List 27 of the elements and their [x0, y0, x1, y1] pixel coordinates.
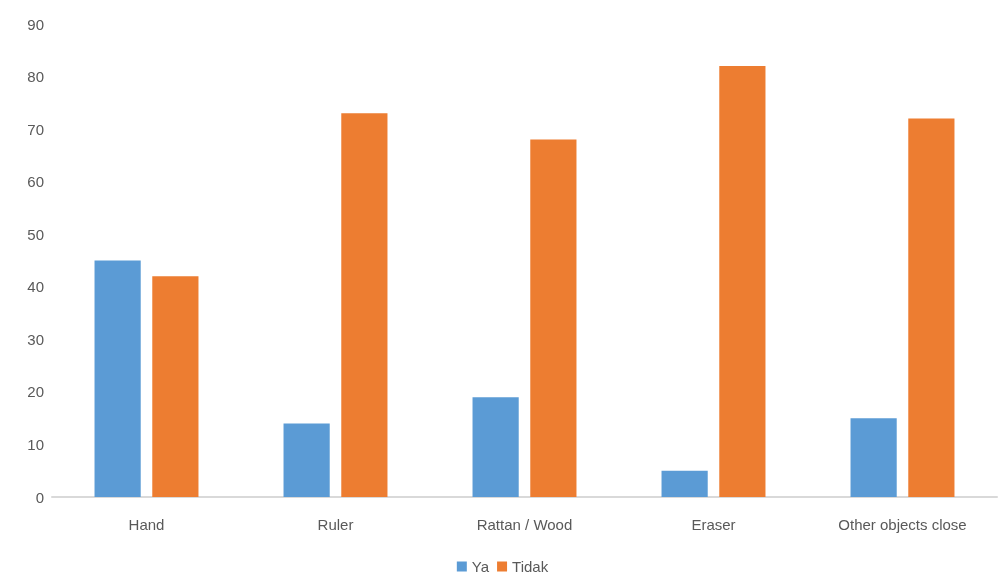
y-tick-label: 90 [27, 15, 44, 33]
y-tick-label: 0 [35, 488, 44, 506]
y-tick-label: 30 [27, 330, 44, 348]
bar [850, 418, 897, 497]
bar [719, 66, 766, 497]
y-tick-label: 80 [27, 68, 44, 86]
y-tick-label: 20 [27, 383, 44, 401]
bar [152, 276, 199, 497]
bar [908, 118, 955, 497]
bar [530, 139, 577, 497]
legend-label: Tidak [512, 558, 549, 575]
y-tick-label: 70 [27, 120, 44, 138]
y-tick-label: 60 [27, 173, 44, 191]
bar [283, 423, 330, 497]
x-tick-label: Eraser [691, 516, 736, 533]
y-tick-label: 10 [27, 435, 44, 453]
x-tick-label: Ruler [317, 516, 354, 533]
bar [472, 397, 519, 497]
bar [661, 470, 708, 497]
x-tick-label: Other objects close [838, 516, 967, 533]
y-tick-label: 40 [27, 278, 44, 296]
x-tick-label: Hand [128, 516, 165, 533]
bar [94, 260, 141, 497]
x-tick-label: Rattan / Wood [476, 516, 573, 533]
bar [341, 113, 388, 497]
legend-label: Ya [471, 558, 490, 575]
y-tick-label: 50 [27, 225, 44, 243]
